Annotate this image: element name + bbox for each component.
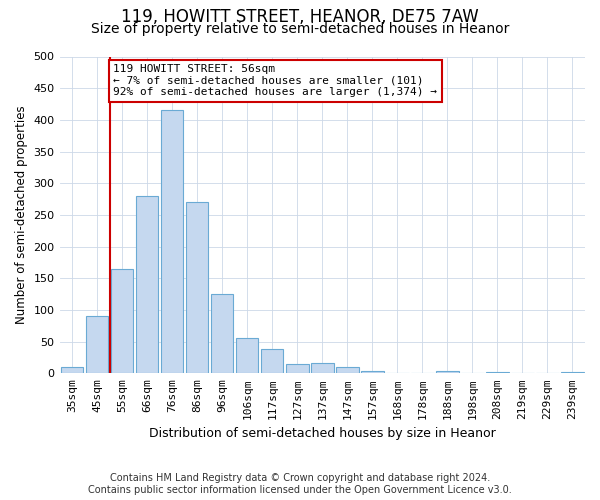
Text: 119 HOWITT STREET: 56sqm
← 7% of semi-detached houses are smaller (101)
92% of s: 119 HOWITT STREET: 56sqm ← 7% of semi-de… [113, 64, 437, 98]
Bar [336, 367, 359, 374]
Bar [211, 294, 233, 374]
Bar [486, 372, 509, 374]
Bar [261, 349, 283, 374]
Bar [136, 196, 158, 374]
Bar [61, 367, 83, 374]
Text: Contains HM Land Registry data © Crown copyright and database right 2024.
Contai: Contains HM Land Registry data © Crown c… [88, 474, 512, 495]
Bar [311, 362, 334, 374]
Text: Size of property relative to semi-detached houses in Heanor: Size of property relative to semi-detach… [91, 22, 509, 36]
X-axis label: Distribution of semi-detached houses by size in Heanor: Distribution of semi-detached houses by … [149, 427, 496, 440]
Bar [436, 372, 458, 374]
Bar [111, 269, 133, 374]
Bar [361, 371, 383, 374]
Bar [561, 372, 584, 374]
Text: 119, HOWITT STREET, HEANOR, DE75 7AW: 119, HOWITT STREET, HEANOR, DE75 7AW [121, 8, 479, 26]
Bar [86, 316, 109, 374]
Y-axis label: Number of semi-detached properties: Number of semi-detached properties [15, 106, 28, 324]
Bar [161, 110, 184, 374]
Bar [236, 338, 259, 374]
Bar [186, 202, 208, 374]
Bar [286, 364, 308, 374]
